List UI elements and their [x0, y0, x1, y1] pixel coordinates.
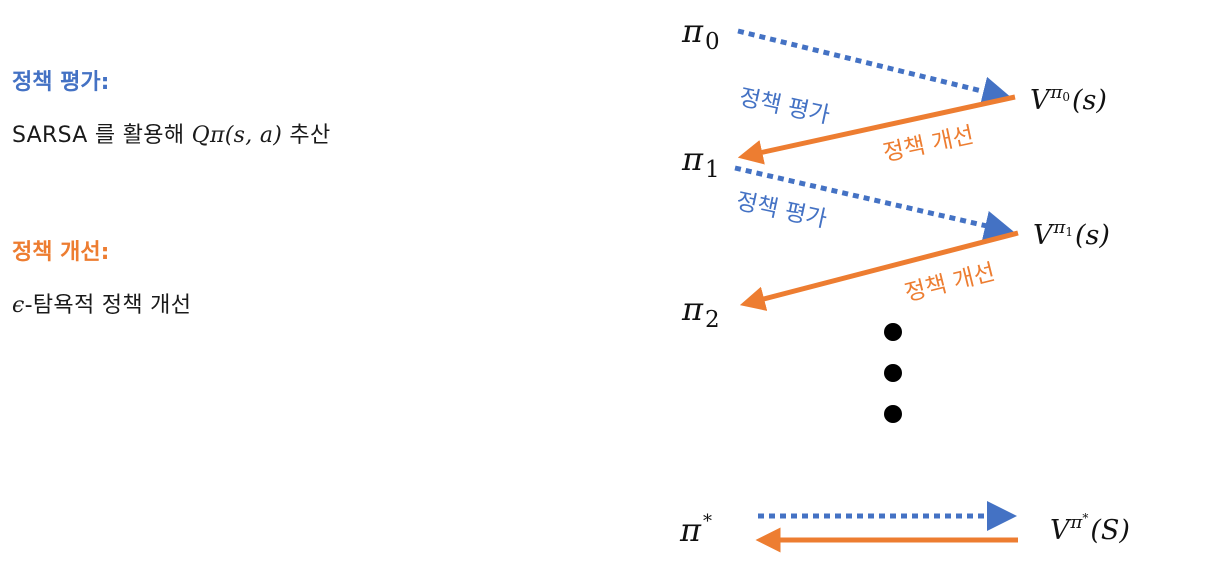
pi-star-label: π *	[679, 511, 712, 549]
v-pi1-label: Vπ1(s)	[1033, 217, 1110, 251]
pi-1-label: π1	[681, 140, 720, 183]
pi-2-label: π2	[681, 290, 720, 333]
improve-arrow-label-2: 정책 개선	[902, 259, 998, 306]
improve-arrow-label-1: 정책 개선	[881, 122, 976, 167]
eval-arrow-label-1: 정책 평가	[737, 84, 832, 129]
eval-arrow-1	[738, 31, 998, 95]
eval-arrow-label-2: 정책 평가	[734, 188, 829, 233]
v-pi-star-label: Vπ*(S)	[1050, 511, 1130, 546]
ellipsis-dot	[884, 405, 902, 423]
v-pi0-label: Vπ0(s)	[1030, 82, 1107, 116]
ellipsis-dot	[884, 364, 902, 382]
pi-0-label: π0	[681, 12, 720, 55]
ellipsis-dot	[884, 323, 902, 341]
